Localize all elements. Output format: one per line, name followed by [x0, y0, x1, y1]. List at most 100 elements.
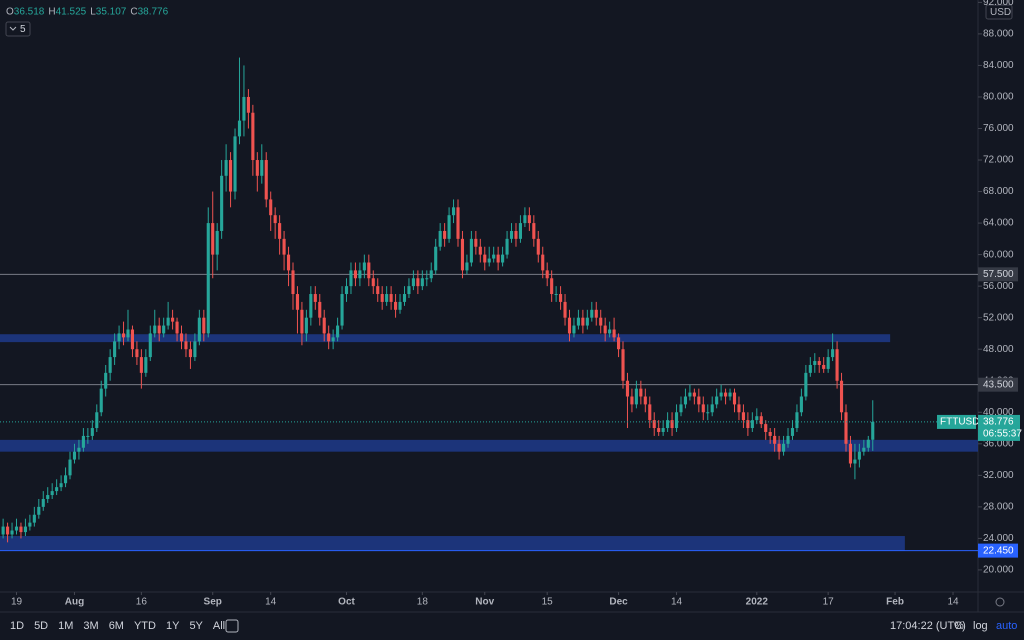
candle-body — [197, 317, 201, 342]
x-tick-label: 16 — [136, 597, 148, 608]
candle-body — [764, 424, 768, 432]
candle-body — [817, 361, 821, 365]
candle-body — [269, 199, 273, 216]
indicator-count[interactable]: 5 — [20, 24, 26, 35]
candle-body — [166, 317, 170, 326]
candle-body — [835, 349, 839, 381]
candle-body — [331, 337, 335, 342]
candle-body — [327, 333, 331, 342]
chevron — [9, 26, 17, 31]
candle-body — [220, 175, 224, 231]
candle-body — [443, 230, 447, 239]
candle-body — [572, 325, 576, 334]
y-tick-label: 88.000 — [983, 29, 1014, 40]
candle-body — [108, 357, 112, 373]
candle-body — [790, 428, 795, 436]
y-tick-label: 56.000 — [983, 281, 1014, 292]
y-tick-label: 60.000 — [983, 249, 1014, 260]
candle-body — [77, 447, 81, 452]
currency[interactable]: USD — [990, 7, 1011, 18]
candle-body — [344, 286, 349, 295]
x-tick-label: 19 — [11, 597, 23, 608]
candle-body — [683, 396, 688, 405]
candle-body — [755, 416, 759, 421]
candle-body — [322, 317, 326, 334]
candle-body — [585, 317, 589, 326]
indicator-toggle[interactable] — [5, 21, 31, 37]
scale-option[interactable]: log — [973, 620, 988, 632]
y-tick-label: 40.000 — [983, 407, 1014, 418]
ohlc-key: O — [6, 7, 14, 18]
settings-icon[interactable] — [995, 597, 1005, 607]
candle-body — [144, 357, 148, 373]
y-tick-label: 32.000 — [983, 470, 1014, 481]
candle-body — [612, 329, 616, 338]
candle-body — [55, 487, 59, 492]
candle-body — [710, 404, 714, 413]
candle-body — [202, 317, 206, 334]
candle-body — [135, 349, 139, 358]
candle-body — [781, 443, 786, 452]
y-tick-label: 72.000 — [983, 155, 1014, 166]
range-button[interactable]: 6M — [109, 620, 124, 632]
range-button[interactable]: All — [213, 620, 225, 632]
candle-body — [193, 341, 197, 358]
x-tick-label: Oct — [338, 597, 355, 608]
candle-body — [1, 526, 5, 535]
candle-body — [661, 428, 665, 432]
scale-option[interactable]: auto — [996, 620, 1017, 632]
x-tick-label: 2022 — [746, 597, 769, 608]
y-tick-label: 64.000 — [983, 218, 1014, 229]
y-tick-label: 84.000 — [983, 60, 1014, 71]
scale-option[interactable]: % — [954, 620, 964, 632]
currency-button[interactable] — [985, 4, 1013, 20]
zone-price-label: 22.450 — [983, 545, 1014, 556]
y-tick-label: 80.000 — [983, 92, 1014, 103]
candle-body — [652, 420, 656, 429]
candle-body — [692, 392, 696, 397]
candle-body — [545, 270, 549, 279]
range-button[interactable]: 1M — [58, 620, 73, 632]
ohlc-value: 41.525 — [56, 7, 87, 18]
candle-body — [844, 412, 848, 444]
candle-body — [866, 439, 870, 448]
candle-body — [215, 230, 219, 255]
candle-body — [104, 372, 108, 389]
candle-body — [514, 230, 518, 239]
date-range-icon[interactable] — [225, 619, 239, 633]
candle-body — [786, 435, 790, 444]
candle-body — [28, 522, 32, 527]
candle-body — [666, 420, 670, 429]
candle-body — [603, 325, 607, 334]
range-button[interactable]: 5D — [34, 620, 48, 632]
candle-body — [32, 514, 36, 523]
range-button[interactable]: 1Y — [166, 620, 180, 632]
range-button[interactable]: 5Y — [189, 620, 203, 632]
candle-body — [411, 278, 415, 287]
candle-body — [670, 420, 674, 429]
ohlc-key: H — [48, 7, 55, 18]
candle-body — [175, 321, 179, 334]
candle-body — [371, 278, 375, 287]
range-button[interactable]: 3M — [83, 620, 98, 632]
candle-body — [616, 337, 621, 350]
x-tick-label: 15 — [542, 597, 554, 608]
candle-body — [126, 329, 130, 338]
candle-body — [291, 270, 295, 295]
candle-body — [460, 238, 465, 271]
candle-body — [853, 459, 857, 464]
candle-body — [478, 246, 482, 255]
candle-body — [171, 317, 175, 322]
range-button[interactable]: 1D — [10, 620, 24, 632]
candle-body — [625, 380, 630, 397]
candle-body — [599, 317, 603, 326]
candle-body — [634, 388, 638, 405]
candle-body — [260, 160, 264, 176]
candle-body — [224, 160, 228, 176]
candle-body — [492, 254, 496, 259]
candle-body — [567, 317, 572, 334]
range-button[interactable]: YTD — [134, 620, 156, 632]
candle-body — [857, 451, 861, 460]
candle-body — [117, 333, 121, 342]
candle-body — [37, 506, 41, 515]
